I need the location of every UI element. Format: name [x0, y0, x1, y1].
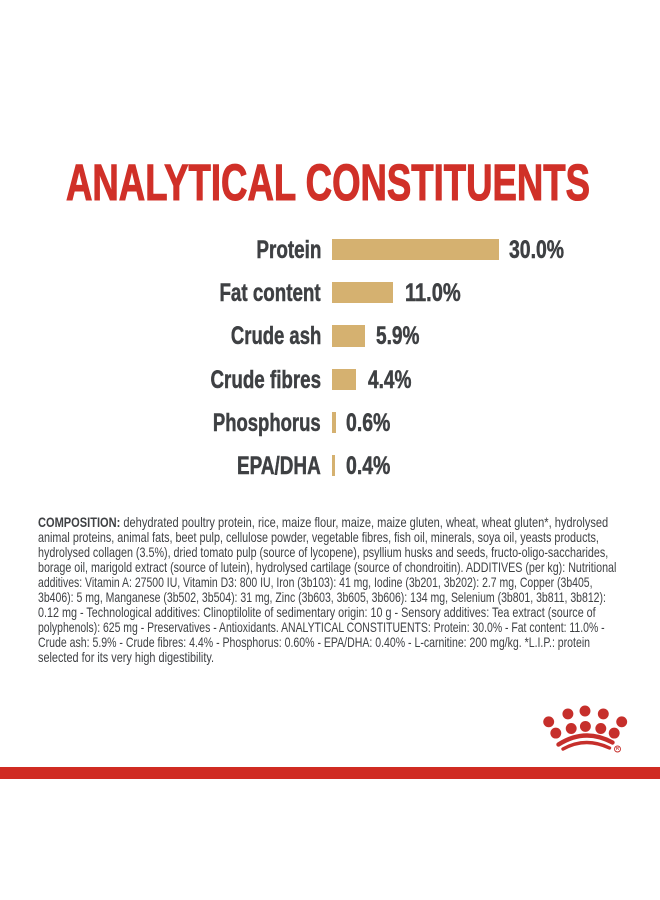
svg-text:R: R — [616, 746, 619, 751]
